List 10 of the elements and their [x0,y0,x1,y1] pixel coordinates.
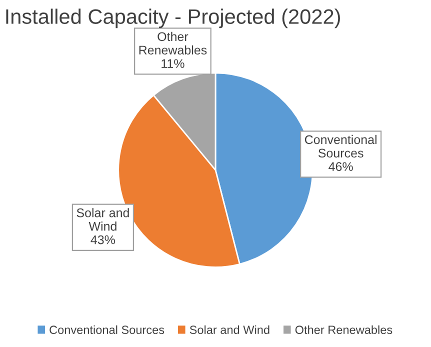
legend-label: Conventional Sources [50,325,164,334]
legend-label: Solar and Wind [190,325,270,334]
legend-label: Other Renewables [295,325,392,334]
data-label: 46% [328,162,353,172]
chart-title: Installed Capacity - Projected (2022) [6,8,340,28]
data-label: 43% [90,235,116,244]
data-label: 11% [162,59,184,68]
slice-label: Conventional Sources [304,134,376,158]
slice-label: Solar and Wind [76,208,129,231]
slice-label: Other Renewables [139,32,207,55]
